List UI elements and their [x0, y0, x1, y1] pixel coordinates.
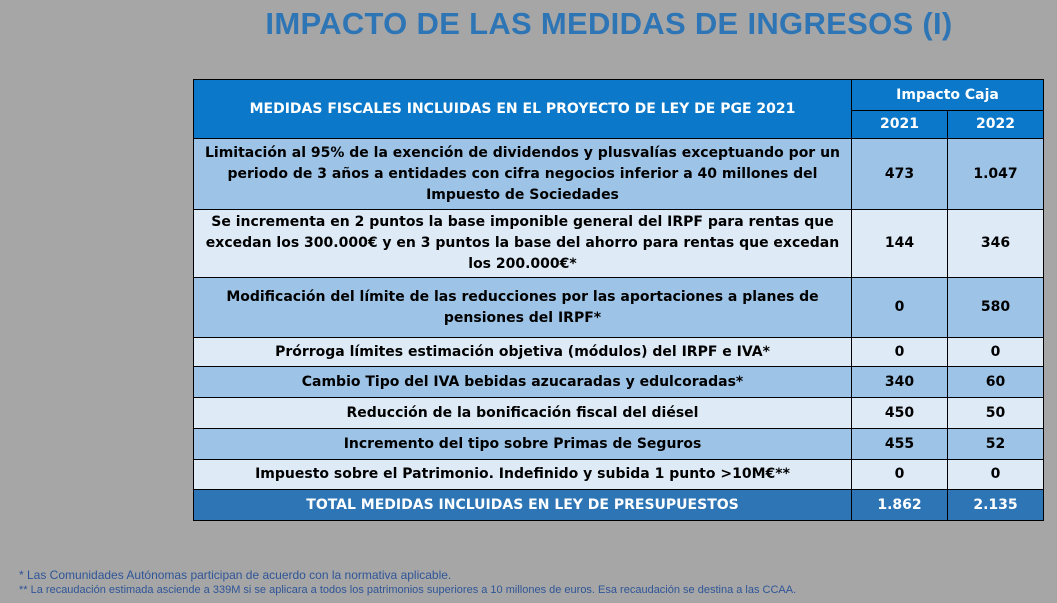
table-total-row: TOTAL MEDIDAS INCLUIDAS EN LEY DE PRESUP…: [193, 489, 1044, 521]
value-2021: 455: [851, 428, 948, 460]
measure-label: Limitación al 95% de la exención de divi…: [193, 138, 852, 210]
total-2021: 1.862: [851, 489, 948, 521]
total-2022: 2.135: [947, 489, 1044, 521]
table-header-year-2022: 2022: [947, 110, 1044, 139]
value-2021: 340: [851, 366, 948, 398]
footnote-1: * Las Comunidades Autónomas participan d…: [19, 568, 452, 582]
value-2022: 1.047: [947, 138, 1044, 210]
fiscal-measures-table: MEDIDAS FISCALES INCLUIDAS EN EL PROYECT…: [193, 79, 1044, 521]
table-row: Impuesto sobre el Patrimonio. Indefinido…: [193, 459, 1044, 490]
value-2022: 0: [947, 459, 1044, 490]
measure-label: Prórroga límites estimación objetiva (mó…: [193, 337, 852, 367]
value-2022: 50: [947, 397, 1044, 429]
value-2022: 0: [947, 337, 1044, 367]
measure-label: Impuesto sobre el Patrimonio. Indefinido…: [193, 459, 852, 490]
value-2022: 346: [947, 209, 1044, 278]
value-2021: 473: [851, 138, 948, 210]
value-2021: 0: [851, 277, 948, 338]
table-header-year-2021: 2021: [851, 110, 948, 139]
table-header-impacto-caja: Impacto Caja: [851, 79, 1044, 111]
measure-label: Cambio Tipo del IVA bebidas azucaradas y…: [193, 366, 852, 398]
value-2022: 60: [947, 366, 1044, 398]
value-2021: 144: [851, 209, 948, 278]
value-2022: 52: [947, 428, 1044, 460]
table-header-measures: MEDIDAS FISCALES INCLUIDAS EN EL PROYECT…: [193, 79, 852, 139]
table-row: Reducción de la bonificación fiscal del …: [193, 397, 1044, 429]
value-2021: 0: [851, 337, 948, 367]
table-row: Prórroga límites estimación objetiva (mó…: [193, 337, 1044, 367]
table-row: Se incrementa en 2 puntos la base imponi…: [193, 209, 1044, 278]
footnote-2: ** La recaudación estimada asciende a 33…: [19, 584, 797, 596]
page-title: IMPACTO DE LAS MEDIDAS DE INGRESOS (I): [265, 6, 953, 41]
table-row: Limitación al 95% de la exención de divi…: [193, 138, 1044, 210]
footnotes: * Las Comunidades Autónomas participan d…: [19, 568, 796, 597]
measure-label: Se incrementa en 2 puntos la base imponi…: [193, 209, 852, 278]
table-row: Incremento del tipo sobre Primas de Segu…: [193, 428, 1044, 460]
measure-label: Incremento del tipo sobre Primas de Segu…: [193, 428, 852, 460]
table-row: Modificación del límite de las reduccion…: [193, 277, 1044, 338]
value-2022: 580: [947, 277, 1044, 338]
total-label: TOTAL MEDIDAS INCLUIDAS EN LEY DE PRESUP…: [193, 489, 852, 521]
measure-label: Reducción de la bonificación fiscal del …: [193, 397, 852, 429]
value-2021: 450: [851, 397, 948, 429]
value-2021: 0: [851, 459, 948, 490]
measure-label: Modificación del límite de las reduccion…: [193, 277, 852, 338]
table-row: Cambio Tipo del IVA bebidas azucaradas y…: [193, 366, 1044, 398]
